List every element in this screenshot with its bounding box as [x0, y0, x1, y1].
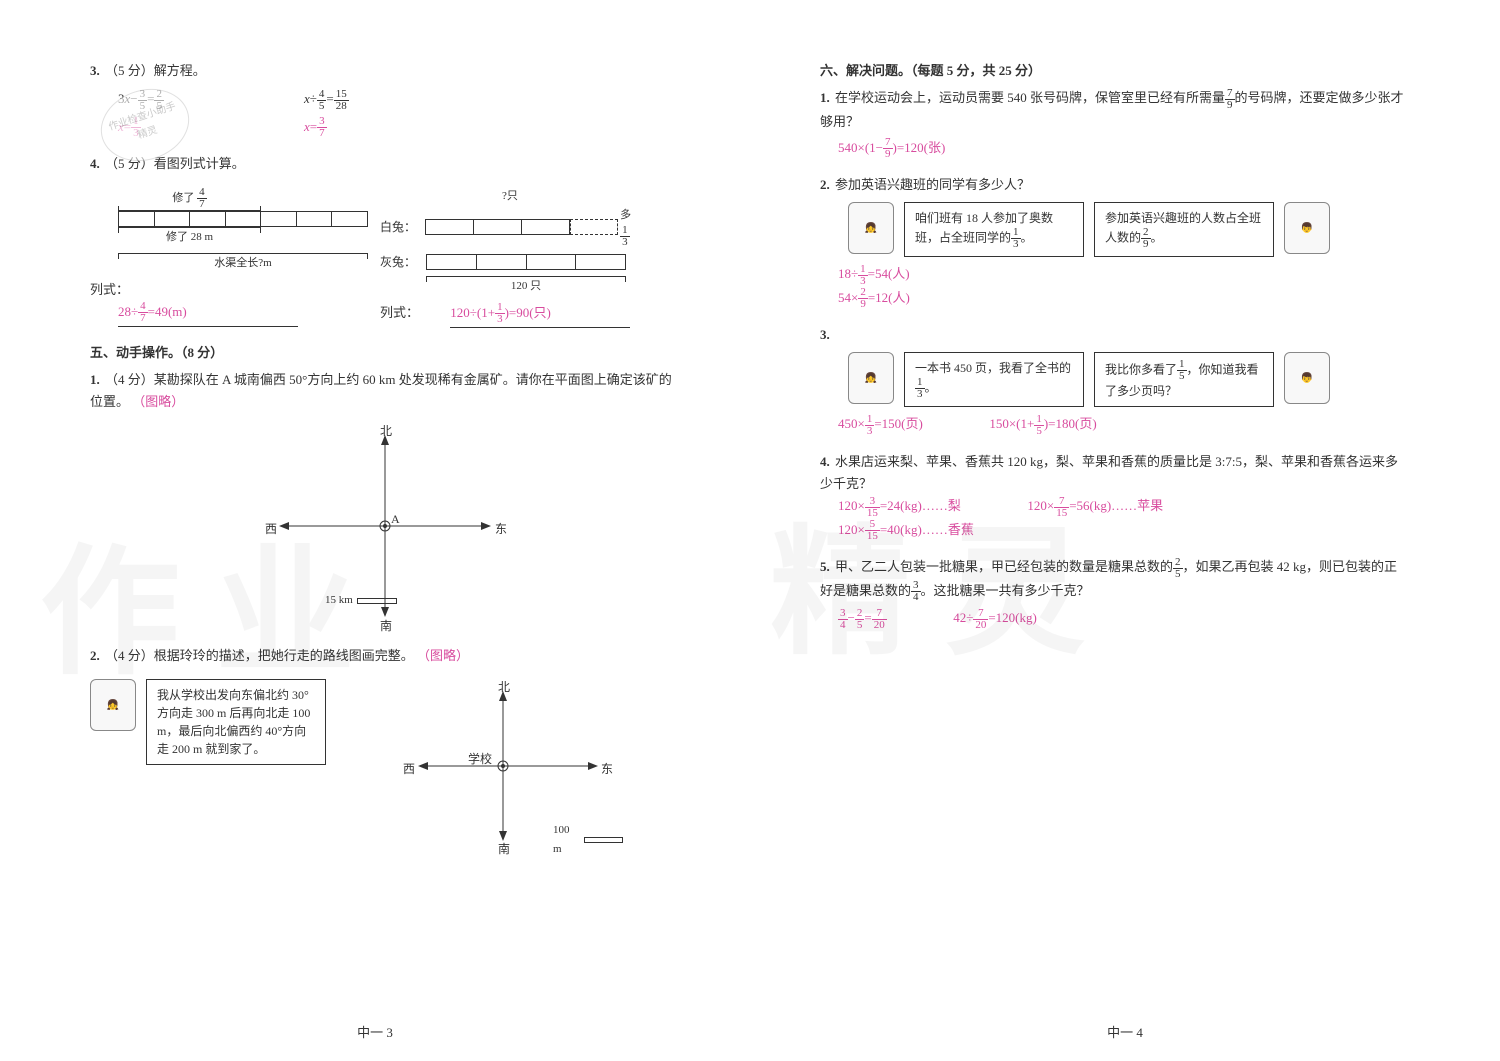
dir-w: 西 — [265, 519, 277, 539]
s6q2-label: 2. — [820, 177, 830, 192]
s6q2-speech1: 咱们班有 18 人参加了奥数班，占全班同学的13。 — [904, 202, 1084, 257]
q4r-gray-tape — [426, 254, 626, 270]
q3-eq2-line1: x÷45=1528 — [304, 88, 349, 112]
s5q2-note: （图略） — [417, 648, 469, 663]
s6q2-text: 参加英语兴趣班的同学有多少人？ — [835, 177, 1030, 192]
s6q1-text: 在学校运动会上，运动员需要 540 张号码牌，保管室里已经有所需量79的号码牌，… — [820, 90, 1404, 129]
avatar-girl-icon: 👧 — [90, 679, 136, 731]
avatar-girl2-icon: 👧 — [848, 202, 894, 254]
s6q3-label: 3. — [820, 327, 830, 342]
s5q1-note: （图略） — [132, 394, 184, 409]
s6q3-ans1: 450×13=150(页) — [838, 416, 923, 431]
dir-e2: 东 — [601, 759, 613, 779]
s6-q5: 5. 甲、乙二人包装一批糖果，甲已经包装的数量是糖果总数的25，如果乙再包装 4… — [820, 556, 1410, 631]
q4: 4. （5 分）看图列式计算。 修了 47 — [90, 153, 680, 328]
dir-n: 北 — [380, 421, 392, 441]
s6q1-answer: 540×(1−79)=120(张) — [838, 137, 1410, 161]
s5q2-compass: 北 南 东 西 学校 100 m — [403, 681, 623, 851]
q4r-bottom-label: 120 只 — [511, 280, 541, 292]
s6q3-speech2: 我比你多看了15，你知道我看了多少页吗？ — [1094, 352, 1274, 407]
q4r-gray-label: 灰兔： — [380, 252, 426, 272]
s5q2-scale: 100 m — [553, 821, 623, 858]
s6q5-label: 5. — [820, 559, 830, 574]
q4l-top-label: 修了 47 — [172, 192, 206, 204]
s6q4-ans2: 120×715=56(kg)……苹果 — [1027, 498, 1163, 513]
q4l-formula: 28÷47=49(m) — [118, 301, 298, 328]
q3-eq2: x÷45=1528 x=37 — [304, 88, 349, 139]
q4l-mid-label: 修了 28 m — [166, 231, 213, 243]
page-num-left: 中一 3 — [357, 1022, 393, 1041]
s6q4-ans1: 120×315=24(kg)……梨 — [838, 498, 961, 513]
q4-right-diagram: ?只 白兔： 多13 灰兔： — [380, 175, 640, 328]
q4r-extra-label: 多13 — [620, 206, 640, 248]
page-left: 作 业 3. （5 分）解方程。 作业检查小助手 精灵 3x−35=25 x=1… — [0, 0, 750, 1061]
s5q1-label: 1. — [90, 372, 100, 387]
q4l-tape — [118, 211, 368, 227]
s6-q3: 3. 👧 一本书 450 页，我看了全书的13。 我比你多看了15，你知道我看了… — [820, 324, 1410, 437]
avatar-girl3-icon: 👧 — [848, 352, 894, 404]
q3: 3. （5 分）解方程。 作业检查小助手 精灵 3x−35=25 x=13 x÷… — [90, 60, 680, 139]
s6q4-label: 4. — [820, 454, 830, 469]
q4r-extra-tape — [570, 219, 618, 235]
s6q2-ans2: 54×29=12(人) — [838, 287, 1410, 311]
s5q2-label: 2. — [90, 648, 100, 663]
q4r-white-label: 白兔： — [380, 217, 425, 237]
dir-n2: 北 — [498, 677, 510, 697]
s5q2-speech: 我从学校出发向东偏北约 30°方向走 300 m 后再向北走 100 m，最后向… — [146, 679, 326, 765]
q4r-top-label: ?只 — [380, 187, 640, 206]
s6q4-text: 水果店运来梨、苹果、香蕉共 120 kg，梨、苹果和香蕉的质量比是 3:7:5，… — [820, 454, 1398, 491]
q4r-formula: 120÷(1+13)=90(只) — [450, 302, 630, 329]
q4r-white-tape — [425, 219, 570, 235]
s6q3-speech1: 一本书 450 页，我看了全书的13。 — [904, 352, 1084, 407]
q4-left-diagram: 修了 47 修了 28 m 水渠全长?m — [90, 175, 340, 328]
s6q2-speech2: 参加英语兴趣班的人数占全班人数的29。 — [1094, 202, 1274, 257]
dir-s: 南 — [380, 616, 392, 636]
q3-label: 3. — [90, 63, 100, 78]
s6q1-label: 1. — [820, 90, 830, 105]
q4-label: 4. — [90, 156, 100, 171]
page-container: 作 业 3. （5 分）解方程。 作业检查小助手 精灵 3x−35=25 x=1… — [0, 0, 1500, 1061]
s6-q1: 1. 在学校运动会上，运动员需要 540 张号码牌，保管室里已经有所需量79的号… — [820, 87, 1410, 160]
q4r-formula-prefix: 列式： — [380, 305, 419, 320]
page-right: 精 灵 六、解决问题。（每题 5 分，共 25 分） 1. 在学校运动会上，运动… — [750, 0, 1500, 1061]
s5q1-scale: 15 km — [325, 591, 397, 610]
center-school: 学校 — [468, 749, 492, 769]
s6q5-ans2: 42÷720=120(kg) — [953, 610, 1037, 625]
section5-head: 五、动手操作。（8 分） — [90, 342, 680, 361]
s6q4-ans3: 120×515=40(kg)……香蕉 — [838, 519, 1410, 543]
s5q2-text: （4 分）根据玲玲的描述，把她行走的路线图画完整。 — [105, 648, 414, 663]
s6q3-ans2: 150×(1+15)=180(页) — [989, 416, 1096, 431]
avatar-boy2-icon: 👦 — [1284, 352, 1330, 404]
dir-s2: 南 — [498, 839, 510, 859]
q4l-formula-prefix: 列式： — [90, 282, 129, 297]
s6-q2: 2. 参加英语兴趣班的同学有多少人？ 👧 咱们班有 18 人参加了奥数班，占全班… — [820, 174, 1410, 310]
s6q2-ans1: 18÷13=54(人) — [838, 263, 1410, 287]
s6-q4: 4. 水果店运来梨、苹果、香蕉共 120 kg，梨、苹果和香蕉的质量比是 3:7… — [820, 451, 1410, 542]
s5-q2: 2. （4 分）根据玲玲的描述，把她行走的路线图画完整。 （图略） 👧 我从学校… — [90, 645, 680, 859]
section6-head: 六、解决问题。（每题 5 分，共 25 分） — [820, 60, 1410, 79]
s5-q1: 1. （4 分）某勘探队在 A 城南偏西 50°方向上约 60 km 处发现稀有… — [90, 369, 680, 631]
q3-points: （5 分）解方程。 — [105, 63, 206, 78]
center-A: A — [391, 509, 400, 529]
q4l-bottom-label: 水渠全长?m — [214, 257, 271, 269]
s6q5-ans1: 34−25=720 — [838, 610, 887, 625]
page-num-right: 中一 4 — [1107, 1022, 1143, 1041]
q3-eq2-answer: x=37 — [304, 116, 349, 140]
s6q5-text: 甲、乙二人包装一批糖果，甲已经包装的数量是糖果总数的25，如果乙再包装 42 k… — [820, 559, 1397, 598]
dir-w2: 西 — [403, 759, 415, 779]
s5q1-compass: 北 南 东 西 A 15 km — [255, 421, 515, 631]
dir-e: 东 — [495, 519, 507, 539]
avatar-boy-icon: 👦 — [1284, 202, 1330, 254]
